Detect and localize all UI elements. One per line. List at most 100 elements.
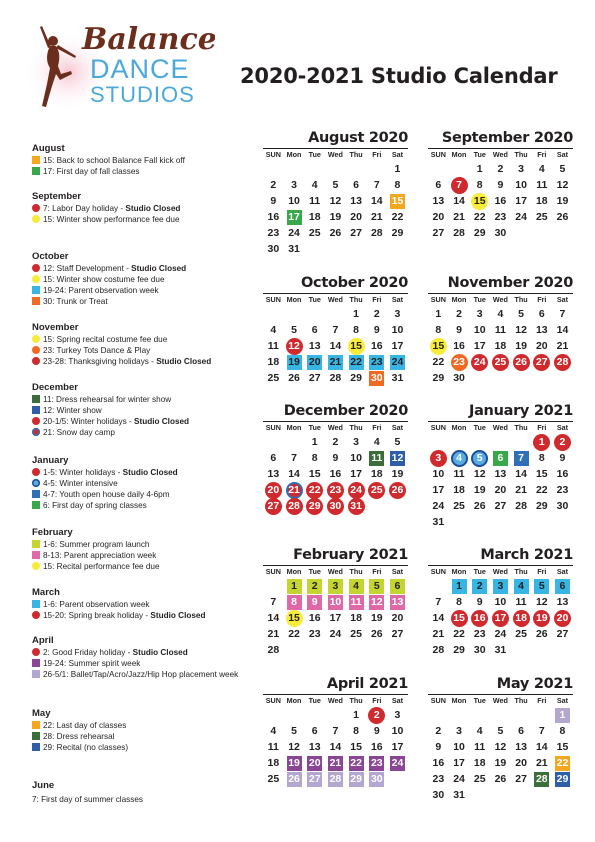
- day-number: 8: [538, 451, 545, 464]
- weekday-label: SUN: [430, 696, 446, 705]
- day-cell: 14: [428, 610, 449, 626]
- day-grid: 1 2 3 4 5 6 7 8 9 10 11 12 13 14 15 16 17 18 19 20 21 22 23 24 2…: [263, 161, 408, 257]
- day-cell: 28: [366, 225, 387, 241]
- day-cell: 10: [387, 723, 408, 739]
- weekday-label: SUN: [265, 696, 281, 705]
- highlighted-day: 5: [369, 578, 385, 594]
- day-cell: 10: [346, 450, 367, 466]
- day-cell: 8: [387, 177, 408, 193]
- day-number: 19: [515, 339, 527, 352]
- day-cell: 20: [387, 610, 408, 626]
- legend-month-heading: November: [32, 322, 79, 333]
- legend-item: 11: Dress rehearsal for winter show: [32, 394, 247, 405]
- legend-item: 1-5: Winter holidays - Studio Closed: [32, 467, 247, 478]
- day-number: 30: [432, 788, 445, 801]
- legend-item-text: 15: Winter show performance fee due: [43, 215, 180, 224]
- day-cell: 14: [284, 466, 305, 482]
- legend-section-november: November 15: Spring recital costume fee d…: [32, 322, 247, 367]
- weekday-label: Mon: [286, 150, 302, 159]
- day-number: 25: [453, 499, 465, 512]
- day-cell: 20: [552, 609, 573, 627]
- color-dot-icon: [32, 264, 40, 272]
- day-number: 26: [370, 627, 383, 640]
- highlighted-day: 2: [472, 578, 488, 594]
- day-cell: 23: [449, 353, 470, 371]
- day-cell: 6: [490, 450, 511, 466]
- day-cell: 18: [511, 609, 532, 627]
- day-cell: 17: [511, 193, 532, 209]
- month-divider: [263, 694, 408, 695]
- day-cell: 26: [366, 626, 387, 642]
- day-cell: 27: [511, 771, 532, 787]
- day-number: 18: [494, 339, 507, 352]
- day-cell: 19: [552, 193, 573, 209]
- empty-day-cell: [284, 306, 305, 322]
- day-cell: 23: [366, 354, 387, 370]
- day-number: 25: [267, 371, 280, 384]
- day-cell: 8: [531, 450, 552, 466]
- day-cell: 14: [263, 610, 284, 626]
- day-number: 12: [556, 178, 569, 191]
- day-cell: 11: [469, 739, 490, 755]
- day-number: 4: [538, 162, 545, 175]
- day-number: 9: [373, 724, 380, 737]
- legend-item: 2: Good Friday holiday - Studio Closed: [32, 647, 247, 658]
- day-number: 16: [370, 740, 383, 753]
- legend-item: 15: Back to school Balance Fall kick off: [32, 155, 247, 166]
- circled-day: 19: [533, 609, 551, 627]
- weekday-header: SUN Mon Tue Wed Thu Fri Sat: [263, 695, 408, 707]
- day-number: 28: [370, 226, 383, 239]
- day-number: 3: [291, 178, 297, 191]
- empty-day-cell: [263, 707, 284, 723]
- weekday-label: Tue: [308, 150, 321, 159]
- day-cell: 28: [428, 642, 449, 658]
- day-cell: 22: [304, 481, 325, 499]
- day-number: 3: [476, 307, 483, 320]
- weekday-label: Sat: [391, 150, 404, 159]
- day-cell: 8: [304, 450, 325, 466]
- day-number: 5: [291, 323, 297, 336]
- day-cell: 18: [449, 482, 470, 498]
- day-number: 29: [453, 643, 465, 656]
- highlighted-day: 11: [348, 594, 364, 610]
- day-cell: 6: [387, 578, 408, 594]
- legend-month-heading: October: [32, 251, 69, 262]
- color-dot-icon: [32, 611, 40, 619]
- day-cell: 16: [552, 466, 573, 482]
- day-cell: 26: [284, 771, 305, 787]
- day-number: 9: [497, 178, 504, 191]
- weekday-label: Tue: [473, 567, 486, 576]
- empty-day-cell: [284, 161, 305, 177]
- highlighted-day: 28: [534, 771, 550, 787]
- day-cell: 28: [449, 225, 470, 241]
- day-cell: 21: [263, 626, 284, 642]
- weekday-label: Sat: [391, 567, 404, 576]
- day-number: 29: [432, 371, 445, 384]
- day-number: 22: [535, 483, 548, 496]
- month-title: February 2021: [293, 547, 408, 563]
- day-number: 7: [291, 451, 297, 464]
- weekday-label: Thu: [349, 295, 363, 304]
- day-number: 4: [476, 724, 483, 737]
- day-number: 19: [473, 483, 486, 496]
- month-title: September 2020: [441, 130, 573, 146]
- day-cell: 6: [304, 723, 325, 739]
- weekday-label: Mon: [286, 567, 302, 576]
- day-cell: 9: [428, 739, 449, 755]
- day-number: 8: [456, 595, 462, 608]
- day-cell: 23: [428, 771, 449, 787]
- day-number: 27: [350, 226, 362, 239]
- day-number: 8: [353, 323, 360, 336]
- color-dot-icon: [32, 479, 40, 487]
- day-cell: 25: [304, 225, 325, 241]
- circled-day: 17: [491, 609, 509, 627]
- day-number: 7: [332, 323, 339, 336]
- weekday-header: SUN Mon Tue Wed Thu Fri Sat: [263, 422, 408, 434]
- day-cell: 24: [325, 626, 346, 642]
- color-square-icon: [32, 721, 40, 729]
- legend-item-text: 15: Spring recital costume fee due: [43, 335, 168, 344]
- day-number: 6: [353, 178, 360, 191]
- highlighted-day: 12: [369, 594, 385, 610]
- legend-item: 19-24: Summer spirit week: [32, 658, 247, 669]
- day-cell: 25: [263, 370, 284, 386]
